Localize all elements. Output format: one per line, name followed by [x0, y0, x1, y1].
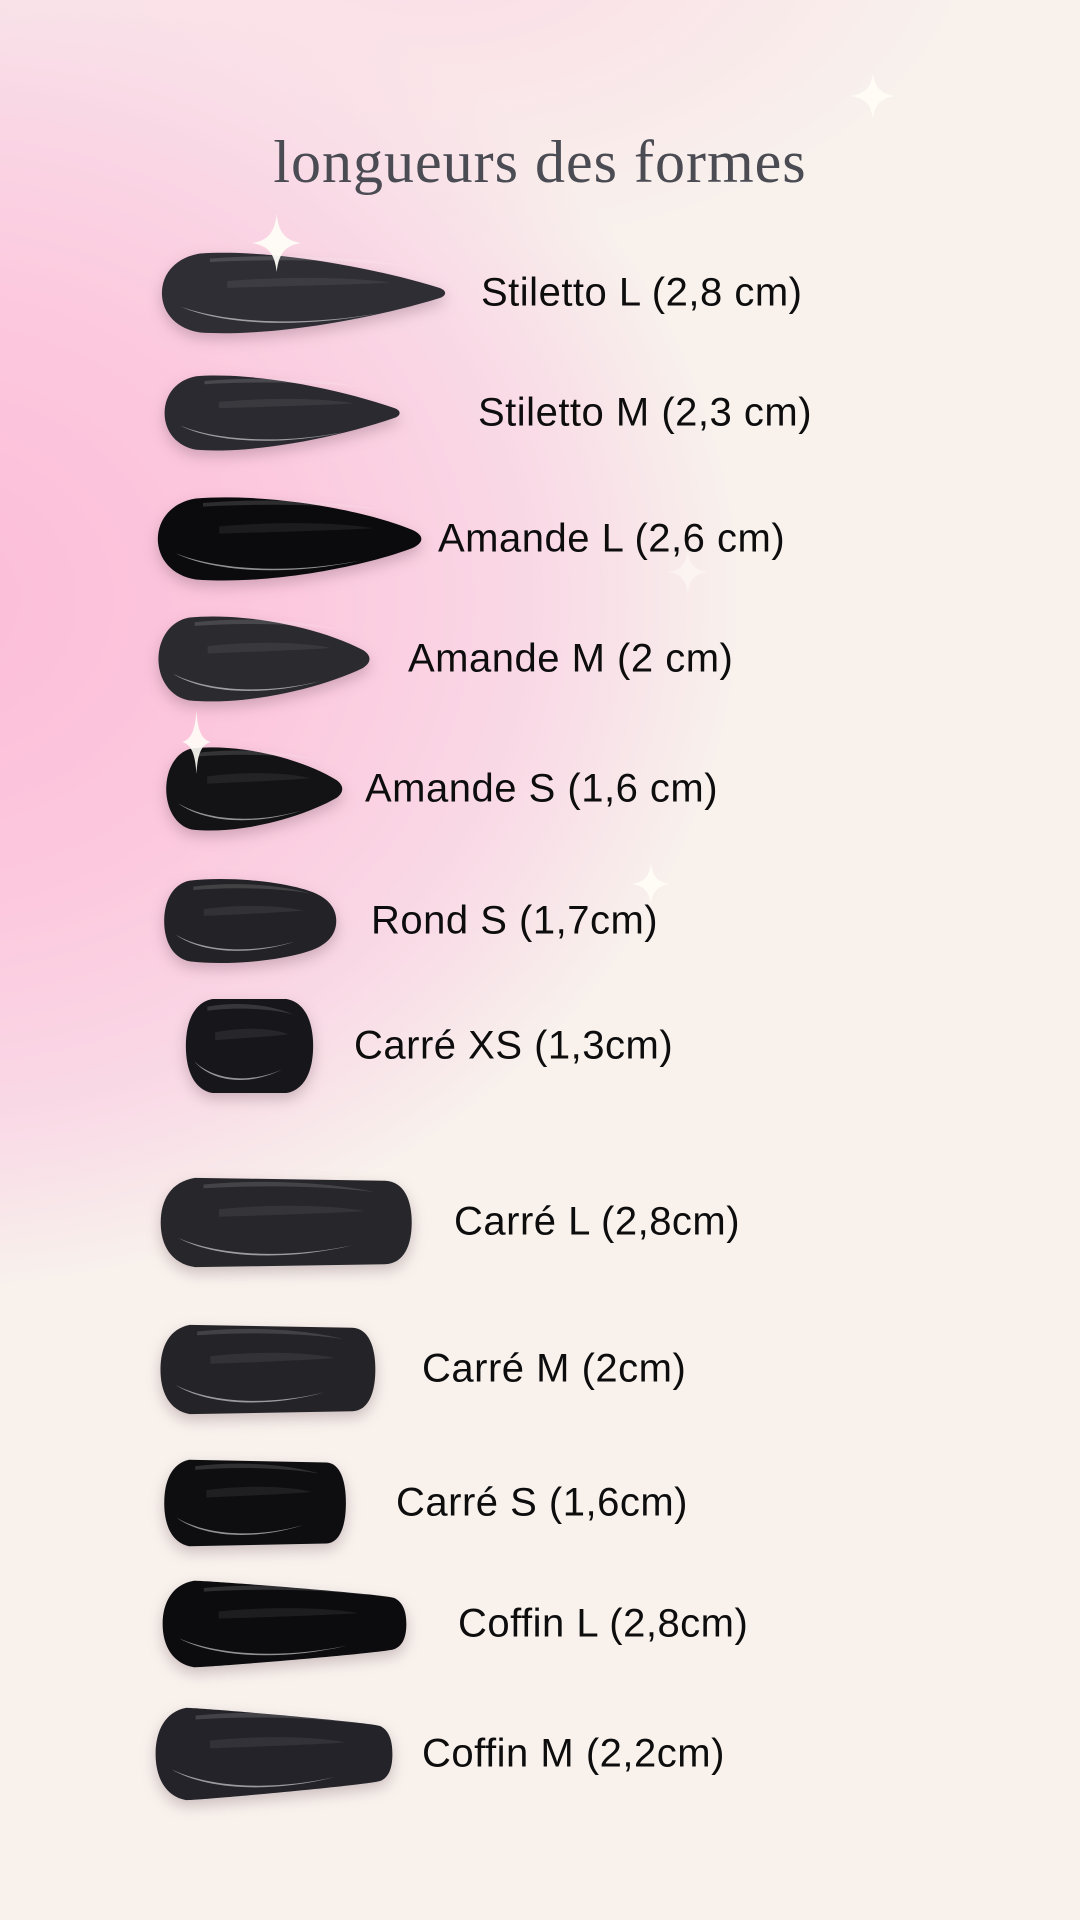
- nail-shape-image: [164, 878, 337, 964]
- nail-shape-image: [164, 375, 400, 451]
- nail-size-label: Amande S (1,6 cm): [365, 766, 719, 811]
- nail-size-label: Coffin L (2,8cm): [458, 1601, 749, 1646]
- nail-shape-image: [161, 252, 446, 334]
- nail-shape-image: [160, 1324, 376, 1414]
- nail-size-label: Stiletto L (2,8 cm): [481, 270, 803, 315]
- nail-size-label: Carré M (2cm): [422, 1346, 687, 1391]
- nail-size-label: Carré XS (1,3cm): [354, 1023, 674, 1068]
- nail-size-label: Amande L (2,6 cm): [438, 516, 786, 561]
- nail-shape-image: [185, 998, 314, 1094]
- nail-shape-image: [164, 1459, 346, 1547]
- nail-shape-image: [160, 1177, 412, 1267]
- nail-size-label: Coffin M (2,2cm): [422, 1731, 725, 1776]
- sparkle-icon: [850, 73, 896, 119]
- nail-size-label: Carré L (2,8cm): [454, 1199, 741, 1244]
- nail-shape-image: [162, 1580, 407, 1668]
- nail-size-label: Rond S (1,7cm): [371, 898, 659, 943]
- nail-size-label: Carré S (1,6cm): [396, 1480, 688, 1525]
- page-title: longueurs des formes: [273, 129, 807, 196]
- nail-size-label: Stiletto M (2,3 cm): [478, 390, 813, 435]
- nail-shape-image: [158, 616, 370, 702]
- nail-shape-image: [166, 747, 343, 831]
- nail-size-label: Amande M (2 cm): [408, 636, 734, 681]
- nail-shape-image: [157, 497, 422, 581]
- nail-shape-image: [155, 1707, 393, 1801]
